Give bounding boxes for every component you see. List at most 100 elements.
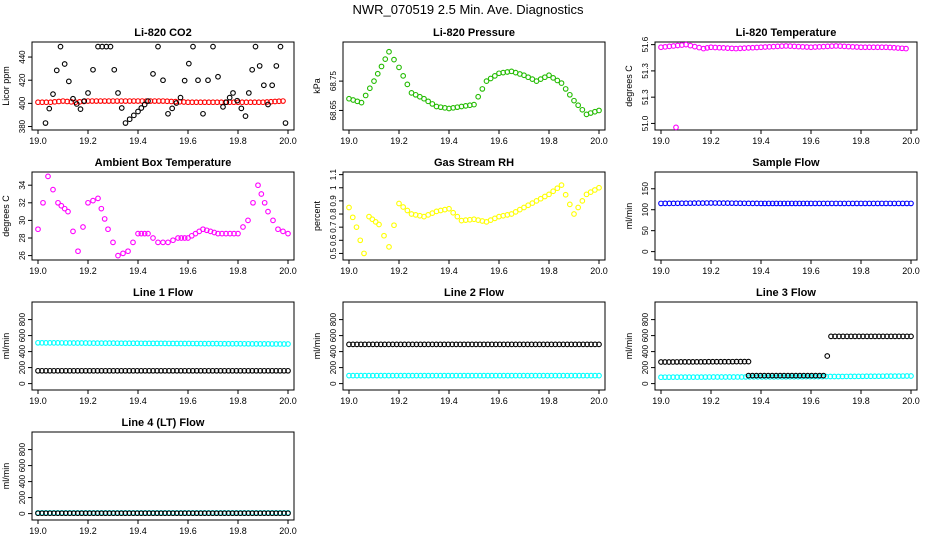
x-tick-label: 19.2 [702,136,720,146]
data-point [205,340,212,347]
y-axis-label: ml/min [1,463,11,490]
data-point [265,367,272,374]
data-point [245,510,252,517]
data-point [831,373,838,380]
data-point [154,510,160,517]
data-point [892,373,898,379]
y-tick-label: 0.5 [329,247,338,259]
y-tick-label: 200 [18,360,27,374]
data-point [721,358,728,365]
data-point [369,341,376,348]
data-point [429,101,436,107]
data-point [170,510,176,517]
data-point [75,248,81,255]
data-point [241,510,248,517]
x-tick-label: 19.6 [490,136,508,146]
data-point [433,372,440,379]
data-point [94,510,101,517]
data-point [281,341,287,347]
data-point [358,341,364,348]
data-point [62,340,69,346]
x-tick-label: 20.0 [590,396,608,406]
x-tick-label: 19.6 [179,266,197,276]
data-point [670,374,676,381]
data-point [369,372,376,379]
data-point [386,48,392,55]
data-point [397,341,404,348]
data-point [78,340,85,346]
x-tick-label: 20.0 [902,396,920,406]
data-point [508,341,515,348]
data-point [584,372,590,379]
data-point [481,341,487,348]
y-tick-label: 400 [641,344,650,358]
x-tick-label: 19.8 [229,266,247,276]
data-point [381,372,388,379]
data-point [895,45,901,51]
data-point [512,341,519,348]
data-point [674,359,680,365]
x-tick-label: 19.4 [440,136,458,146]
data-point [690,374,697,380]
data-point [373,341,380,348]
y-tick-label: 200 [641,360,650,374]
data-point [788,200,795,207]
y-axis-label: degrees C [1,195,11,237]
data-point [900,333,906,340]
plot-box [342,171,606,261]
data-point [785,372,791,379]
data-point [146,367,152,374]
data-point [70,228,76,235]
data-point [58,340,65,346]
y-tick-label: 800 [18,312,27,326]
data-point [209,367,216,374]
data-point [441,372,448,379]
data-point [710,374,717,380]
data-point [118,340,125,347]
data-point [102,340,109,346]
data-point [61,205,68,212]
plot-box [31,171,295,261]
data-point [879,373,886,380]
plot-box [654,41,918,131]
data-point [701,358,708,365]
data-point [115,252,121,259]
data-point [86,367,93,374]
data-point [261,510,268,517]
y-tick-label: 800 [329,312,338,326]
data-point [823,373,830,380]
y-tick-label: 0.9 [329,195,338,207]
chart-title: Sample Flow [752,157,820,169]
chart-panel-2: Li-820 Temperature degrees C 19.0 19.2 19.4 1… [624,27,920,146]
data-point [500,341,507,348]
x-tick-label: 19.0 [652,136,670,146]
data-point [761,372,768,379]
data-point [73,101,80,107]
data-point [53,67,60,74]
data-point [389,341,396,348]
data-point [189,510,196,517]
data-point [674,374,680,380]
data-point [241,367,248,374]
y-tick-label: 34 [18,180,27,189]
data-point [592,372,598,379]
data-point [796,200,803,207]
data-point [891,44,897,51]
data-point [145,98,151,104]
data-point [859,373,866,380]
data-point [358,372,364,379]
data-point [855,373,862,380]
data-point [126,510,133,517]
data-point [381,232,387,239]
data-point [685,359,692,365]
data-point [469,341,475,348]
data-point [138,510,145,517]
data-point [273,63,280,69]
data-point [662,374,668,381]
data-point [257,510,264,517]
data-point [237,510,244,517]
data-point [556,372,563,379]
data-point [588,372,594,379]
y-tick-label: 420 [18,73,27,87]
y-tick-label: 0.8 [329,208,338,220]
